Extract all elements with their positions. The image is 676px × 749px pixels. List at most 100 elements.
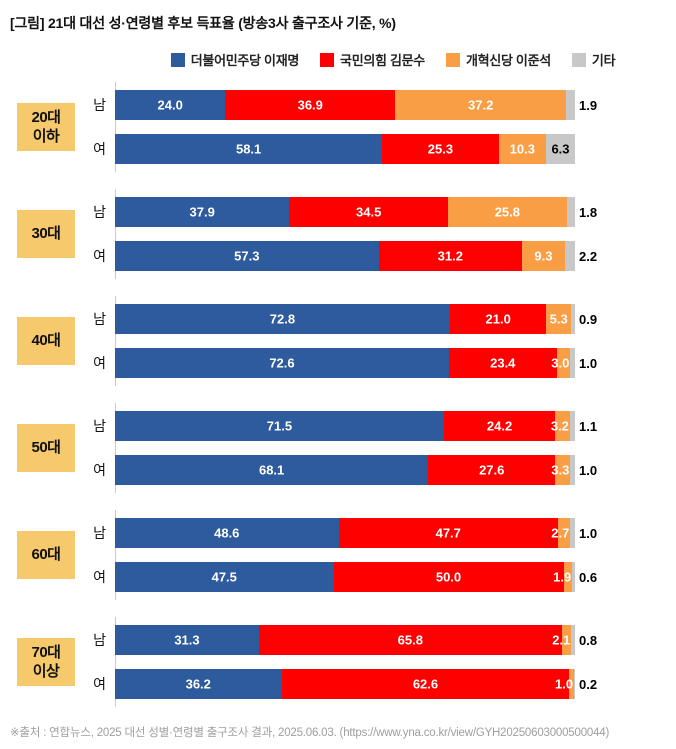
bar-segment-kim-moon-soo: 31.2	[378, 241, 523, 271]
bar-segment-lee-jun-seok: 1.0	[555, 669, 575, 699]
bar-segment-lee-jae-myung: 58.1	[115, 134, 383, 164]
outside-value-label: 0.6	[579, 569, 598, 585]
bar-segment-lee-jae-myung: 48.6	[115, 518, 339, 548]
outside-value-label: 0.9	[579, 311, 598, 327]
bar-value-label: 27.6	[479, 462, 505, 478]
legend-swatch-kim-moon-soo	[320, 52, 335, 67]
bar-segment-others	[569, 411, 575, 441]
legend-swatch-others	[571, 52, 586, 67]
bar-row: 여 72.6 23.4 3.0 1.0	[75, 348, 597, 378]
bar-row: 여 47.5 50.0 1.9 0.6	[75, 562, 597, 592]
bar-track: 72.8 21.0 5.3	[115, 304, 575, 334]
bar-value-label: 50.0	[435, 569, 462, 585]
bar-segment-lee-jun-seok: 1.9	[553, 562, 573, 592]
gender-label: 남	[93, 525, 106, 541]
legend-label: 국민의힘 김문수	[340, 53, 425, 68]
bar-row: 여 58.1 25.3 10.3 6.3	[75, 134, 597, 164]
bar-value-label: 6.3	[551, 141, 570, 157]
bar-track: 48.6 47.7 2.7	[115, 518, 575, 548]
outside-value-label: 1.9	[579, 97, 598, 113]
gender-label: 여	[93, 676, 106, 692]
bar-value-label: 48.6	[214, 525, 240, 541]
bar-value-label: 21.0	[485, 311, 511, 327]
bar-segment-kim-moon-soo: 27.6	[428, 455, 556, 485]
bar-value-label: 37.2	[468, 97, 494, 113]
gender-label: 여	[93, 248, 106, 264]
bar-segment-lee-jae-myung: 72.6	[115, 348, 449, 378]
bar-value-label: 1.9	[553, 569, 572, 585]
gender-label: 남	[93, 311, 106, 327]
bar-value-label: 36.9	[297, 97, 323, 113]
bar-segment-lee-jun-seok: 37.2	[395, 90, 567, 120]
gender-label: 남	[93, 97, 106, 113]
legend-swatch-lee-jae-myung	[170, 52, 185, 67]
gender-label: 여	[93, 355, 106, 371]
bar-value-label: 1.0	[554, 676, 574, 692]
bar-segment-lee-jun-seok: 3.2	[551, 411, 570, 441]
legend-item-lee-jun-seok: 개혁신당 이준석	[445, 50, 551, 69]
legend-item-lee-jae-myung: 더불어민주당 이재명	[170, 50, 300, 69]
legend-label: 기타	[591, 53, 616, 68]
outside-value-label: 0.8	[579, 632, 598, 648]
bar-value-label: 24.0	[157, 97, 183, 113]
legend-item-others: 기타	[571, 50, 616, 69]
bar-track: 58.1 25.3 10.3 6.3	[115, 134, 575, 164]
outside-value-label: 1.0	[579, 525, 598, 541]
bar-value-label: 2.7	[551, 525, 570, 541]
gender-label: 여	[93, 569, 106, 585]
bar-segment-lee-jae-myung: 71.5	[115, 411, 444, 441]
bar-value-label: 57.3	[234, 248, 260, 264]
age-group-label: 30대	[17, 210, 75, 258]
bar-segment-lee-jun-seok: 9.3	[522, 241, 565, 271]
bar-row: 남 24.0 36.9 37.2 1.9	[75, 90, 597, 120]
bar-value-label: 37.9	[189, 204, 215, 220]
outside-value-label: 2.2	[579, 248, 598, 264]
bar-value-label: 2.1	[552, 632, 571, 648]
bar-value-label: 72.6	[269, 355, 295, 371]
bar-segment-lee-jae-myung: 36.2	[115, 669, 282, 699]
bar-value-label: 58.1	[235, 141, 262, 157]
bar-row: 남 71.5 24.2 3.2 1.1	[75, 411, 597, 441]
bar-value-label: 36.2	[185, 676, 211, 692]
bar-track: 31.3 65.8 2.1	[115, 625, 575, 655]
gender-label: 남	[93, 204, 106, 220]
legend-label: 더불어민주당 이재명	[190, 53, 300, 68]
bar-row: 남 72.8 21.0 5.3 0.9	[75, 304, 597, 334]
bar-segment-kim-moon-soo: 25.3	[382, 134, 499, 164]
bar-track: 72.6 23.4 3.0	[115, 348, 575, 378]
age-group-rows: 남 24.0 36.9 37.2 1.9 여 58.1 25.3 10.3 6.3	[75, 82, 597, 172]
axis-line	[115, 617, 116, 707]
age-group: 70대 이상 남 31.3 65.8 2.1 0.8 여 36.2 62.6 1.0 0.2	[17, 617, 676, 707]
age-group-label: 60대	[17, 531, 75, 579]
bar-value-label: 3.0	[551, 355, 570, 371]
bar-value-label: 10.3	[509, 141, 535, 157]
bar-value-label: 68.1	[258, 462, 285, 478]
outside-value-label: 1.1	[579, 418, 598, 434]
bar-value-label: 23.4	[490, 355, 516, 371]
bar-value-label: 25.3	[427, 141, 454, 157]
bar-segment-lee-jae-myung: 37.9	[115, 197, 290, 227]
bar-segment-lee-jae-myung: 68.1	[115, 455, 429, 485]
bar-segment-others	[570, 348, 575, 378]
bar-value-label: 3.3	[551, 462, 570, 478]
bar-segment-others	[570, 304, 575, 334]
outside-value-label: 1.0	[579, 462, 598, 478]
bar-segment-lee-jae-myung: 72.8	[115, 304, 450, 334]
gender-label: 여	[93, 141, 106, 157]
bar-segment-kim-moon-soo: 21.0	[449, 304, 547, 334]
age-group: 20대 이하 남 24.0 36.9 37.2 1.9 여 58.1 25.3 10.3 6.3	[17, 82, 676, 172]
bar-value-label: 31.3	[174, 632, 200, 648]
bar-track: 36.2 62.6 1.0	[115, 669, 575, 699]
bar-value-label: 9.3	[534, 248, 553, 264]
axis-line	[115, 296, 116, 386]
bar-value-label: 71.5	[266, 418, 293, 434]
age-group: 50대 남 71.5 24.2 3.2 1.1 여 68.1 27.6 3.3 1.0	[17, 403, 676, 493]
age-group-label: 40대	[17, 317, 75, 365]
age-group-rows: 남 72.8 21.0 5.3 0.9 여 72.6 23.4 3.0 1.0	[75, 296, 597, 386]
bar-segment-kim-moon-soo: 65.8	[258, 625, 562, 655]
age-group: 30대 남 37.9 34.5 25.8 1.8 여 57.3 31.2 9.3 2.2	[17, 189, 676, 279]
bar-value-label: 25.8	[494, 204, 520, 220]
axis-line	[115, 82, 116, 172]
bar-track: 57.3 31.2 9.3	[115, 241, 575, 271]
